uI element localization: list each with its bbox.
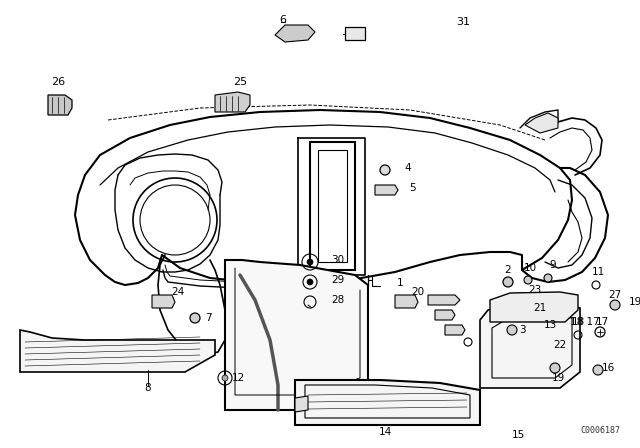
Text: C0006187: C0006187 [580,426,620,435]
Text: 21: 21 [533,303,547,313]
Circle shape [503,277,513,287]
Text: 1: 1 [397,278,403,288]
Text: 5: 5 [409,183,415,193]
Text: 10: 10 [524,263,536,273]
Polygon shape [375,185,398,195]
Text: 13: 13 [543,320,557,330]
Polygon shape [295,380,480,425]
Polygon shape [480,304,580,388]
Text: ─: ─ [280,17,285,26]
Text: 28: 28 [332,295,344,305]
Text: 31: 31 [456,17,470,27]
Circle shape [307,279,313,285]
Text: 2: 2 [505,265,511,275]
Circle shape [307,259,313,265]
Text: 7: 7 [205,313,211,323]
Text: 11: 11 [591,267,605,277]
Text: 15: 15 [511,430,525,440]
Text: 20: 20 [412,287,424,297]
Polygon shape [435,310,455,320]
Text: 3: 3 [518,325,525,335]
Circle shape [222,375,228,381]
Polygon shape [225,260,368,410]
Text: 12: 12 [232,373,244,383]
Text: 8: 8 [145,383,151,393]
Polygon shape [275,25,315,42]
Polygon shape [48,95,72,115]
Text: 19: 19 [552,373,564,383]
Text: 19: 19 [628,297,640,307]
Polygon shape [445,325,465,335]
Text: 22: 22 [554,340,566,350]
Text: 16: 16 [602,363,614,373]
Circle shape [190,313,200,323]
Circle shape [524,276,532,284]
Polygon shape [20,330,215,372]
Polygon shape [295,396,308,412]
Text: 18: 18 [572,317,584,327]
Polygon shape [395,295,418,308]
Text: 14: 14 [378,427,392,437]
Polygon shape [345,27,365,40]
Circle shape [593,365,603,375]
Text: 25: 25 [233,77,247,87]
Circle shape [550,363,560,373]
Circle shape [507,325,517,335]
Text: 26: 26 [51,77,65,87]
Text: 9: 9 [550,260,556,270]
Polygon shape [215,92,250,112]
Text: 23: 23 [529,285,541,295]
Text: 17: 17 [595,317,609,327]
Text: 27: 27 [609,290,621,300]
Polygon shape [490,292,578,322]
Polygon shape [525,113,558,133]
Circle shape [380,165,390,175]
Text: 6: 6 [280,15,287,25]
Text: 24: 24 [172,287,184,297]
Polygon shape [428,295,460,305]
Circle shape [544,274,552,282]
Text: 29: 29 [332,275,344,285]
Circle shape [610,300,620,310]
Polygon shape [152,295,175,308]
Text: 4: 4 [404,163,412,173]
Text: 18 17: 18 17 [570,317,600,327]
Text: 30: 30 [332,255,344,265]
